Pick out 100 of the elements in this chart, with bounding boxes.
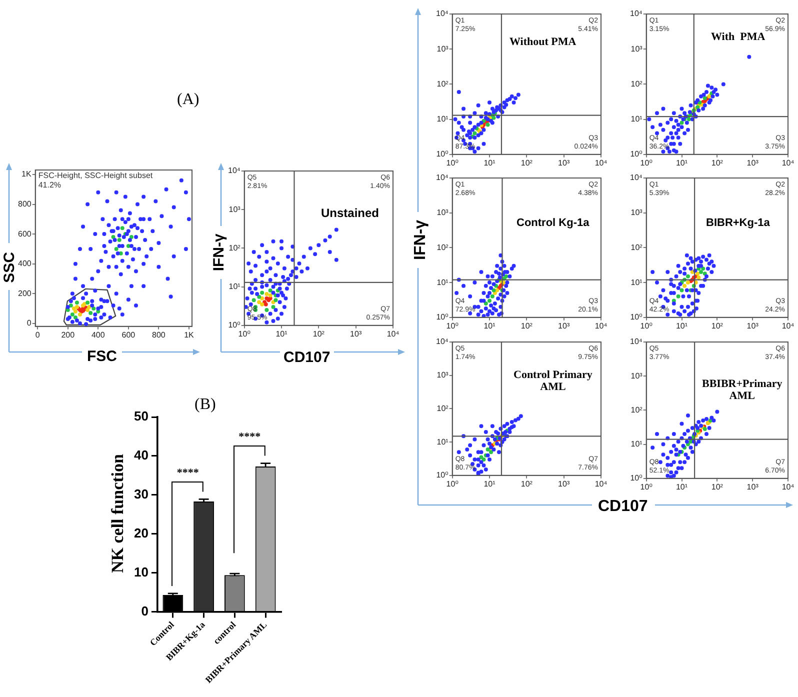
- y-tick-label: 10⁴: [630, 9, 643, 18]
- y-axis-title: NK cell function: [107, 454, 127, 573]
- y-tick-label: 10³: [436, 370, 448, 380]
- y-tick-label: 10⁴: [630, 173, 643, 182]
- x-tick-label: 10⁰: [640, 158, 652, 168]
- annotation: ****: [238, 430, 261, 443]
- y-tick-label: 10⁴: [436, 9, 449, 18]
- x-tick-label: 10⁰: [446, 158, 458, 168]
- y-tick-label: 10²: [630, 242, 642, 252]
- x-tick-label: 10¹: [483, 158, 496, 168]
- y-tick-label: 50: [134, 408, 148, 424]
- x-tick-label: 10¹: [483, 479, 496, 488]
- y-tick-label: 10¹: [436, 278, 448, 287]
- x-tick-label: 800: [152, 330, 166, 340]
- y-tick-label: 10³: [436, 44, 448, 54]
- y-tick-label: 10³: [630, 208, 642, 218]
- x-tick-label: 10⁴: [594, 158, 608, 168]
- x-tick-label: 10⁴: [386, 329, 400, 338]
- x-tick-label: 10⁴: [594, 321, 608, 330]
- y-tick-label: 10³: [630, 371, 642, 380]
- x-tick-label: 10³: [558, 479, 570, 488]
- text: BIBR+Kg-1a: [706, 217, 770, 230]
- y-tick-label: 10⁴: [630, 337, 643, 346]
- x-tick-label: 10²: [711, 158, 723, 168]
- y-tick-label: 10¹: [436, 114, 448, 124]
- x-tick-label: 10⁰: [238, 329, 250, 338]
- x-tick-label: 10⁰: [446, 321, 458, 330]
- y-tick-label: 10¹: [630, 278, 642, 287]
- x-tick-label: 10¹: [676, 158, 688, 168]
- y-tick-label: 10²: [630, 79, 642, 88]
- y-tick-label: 10²: [228, 243, 240, 252]
- text: Control Kg-1a: [516, 217, 590, 230]
- x-tick-label: 10²: [520, 479, 532, 488]
- x-tick-label: 10³: [558, 158, 570, 168]
- y-tick-label: 10¹: [228, 282, 240, 292]
- x-tick-label: 200: [60, 330, 75, 340]
- x-tick-label: 10²: [711, 321, 723, 330]
- y-tick-label: 40: [134, 448, 148, 463]
- x-tick-label: 10⁴: [781, 158, 794, 168]
- y-tick-label: 10⁰: [436, 312, 448, 322]
- y-axis-title: SSC: [0, 251, 18, 282]
- x-tick-label: 10³: [558, 321, 570, 330]
- x-tick-label: 10³: [350, 329, 362, 338]
- y-tick-label: 0: [140, 603, 148, 618]
- y-axis-title: IFN-γ: [412, 220, 430, 260]
- text: Unstained: [321, 206, 380, 220]
- x-tick-label: 10⁴: [781, 321, 794, 330]
- annotation: ****: [176, 466, 199, 479]
- annotation: FSC-Height, SSC-Height subset: [38, 171, 154, 180]
- y-tick-label: 10¹: [630, 440, 642, 449]
- y-tick-label: 10²: [436, 242, 448, 252]
- x-tick-label: 10⁰: [640, 482, 652, 492]
- x-tick-label: 1K: [184, 330, 194, 340]
- y-tick-label: 10³: [228, 204, 240, 214]
- y-tick-label: 10¹: [436, 437, 448, 446]
- y-tick-label: 10²: [436, 404, 448, 413]
- y-tick-label: 10³: [630, 44, 642, 54]
- x-tick-label: 10³: [746, 321, 758, 330]
- y-tick-label: 10⁴: [436, 337, 449, 346]
- x-tick-label: 10²: [711, 482, 723, 492]
- chart-title: (B): [194, 396, 216, 414]
- y-tick-label: 600: [18, 229, 32, 238]
- x-tick-label: 10⁰: [446, 479, 458, 488]
- x-tick-label: 10²: [520, 321, 532, 330]
- y-tick-label: 10¹: [630, 114, 642, 124]
- x-tick-label: 10¹: [676, 482, 688, 492]
- y-tick-label: 10³: [436, 208, 448, 218]
- x-tick-label: 10⁴: [781, 482, 794, 492]
- chart-title: (A): [177, 91, 200, 109]
- x-tick-label: 10⁰: [640, 321, 652, 330]
- y-tick-label: 10⁴: [436, 173, 449, 182]
- y-tick-label: 400: [18, 259, 32, 268]
- text: BBIBR+Primary AML: [702, 378, 782, 402]
- x-tick-label: 10³: [746, 482, 758, 492]
- x-axis-title: CD107: [284, 348, 330, 366]
- y-tick-label: 30: [134, 486, 148, 502]
- y-tick-label: 10²: [630, 405, 642, 414]
- y-tick-label: 10⁴: [228, 166, 241, 176]
- text: Control Primary AML: [514, 368, 592, 394]
- y-tick-label: 20: [134, 525, 148, 540]
- y-tick-label: 10⁰: [436, 470, 448, 480]
- y-tick-label: 800: [18, 199, 32, 208]
- x-tick-label: 400: [91, 330, 106, 340]
- text: Without PMA: [510, 36, 576, 48]
- y-tick-label: 10²: [436, 79, 448, 88]
- text: With PMA: [711, 31, 766, 44]
- y-axis-title: IFN-γ: [210, 233, 228, 271]
- x-axis-title: FSC: [87, 348, 117, 366]
- y-tick-label: 10⁰: [436, 150, 448, 159]
- y-tick-label: 10⁰: [630, 150, 642, 159]
- annotation: 41.2%: [38, 180, 61, 190]
- x-tick-label: 10²: [520, 158, 532, 168]
- y-tick-label: 1K: [21, 170, 32, 179]
- x-tick-label: 10²: [312, 329, 324, 338]
- y-tick-label: 200: [18, 288, 32, 298]
- x-tick-label: 10¹: [483, 321, 496, 330]
- x-tick-label: 10⁴: [594, 479, 608, 488]
- x-tick-label: 10¹: [676, 321, 688, 330]
- y-tick-label: 10⁰: [630, 312, 642, 322]
- y-tick-label: 10: [134, 564, 148, 580]
